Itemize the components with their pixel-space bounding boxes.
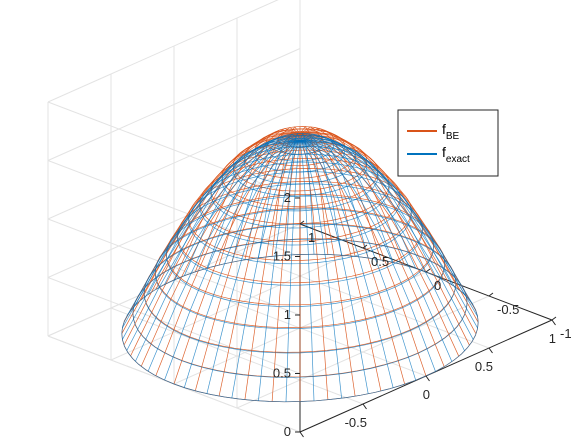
z-tick-label: 1.5 bbox=[273, 249, 291, 264]
surface-spoke bbox=[299, 138, 453, 285]
right-wall-grid-horizontal bbox=[47, 165, 301, 278]
surface-ring bbox=[210, 153, 390, 229]
surface-spoke bbox=[299, 126, 356, 257]
legend-entry-exact-name: f bbox=[442, 144, 446, 160]
y-tick-mark bbox=[299, 220, 305, 225]
legend-entry-exact: fexact bbox=[442, 144, 470, 165]
y-tick-label: -1 bbox=[560, 326, 572, 341]
y-tick-mark bbox=[362, 244, 368, 249]
x-tick-mark bbox=[551, 319, 556, 326]
surface-spoke bbox=[299, 137, 436, 277]
surface-spoke bbox=[299, 140, 417, 381]
surface-spoke bbox=[299, 127, 382, 261]
surface-spoke bbox=[121, 133, 301, 334]
legend-entry-be-subscript: BE bbox=[446, 131, 460, 142]
right-wall-grid-horizontal bbox=[47, 106, 301, 220]
y-tick-label: -0.5 bbox=[497, 302, 519, 317]
left-wall-grid-horizontal bbox=[47, 277, 301, 374]
surface-ring bbox=[188, 171, 412, 265]
surface-spoke bbox=[244, 127, 301, 260]
surface-spoke bbox=[122, 140, 301, 340]
surface-spoke bbox=[299, 140, 436, 372]
surface-spoke bbox=[299, 133, 356, 397]
surface-spoke bbox=[299, 140, 369, 394]
surface-spoke bbox=[231, 134, 301, 263]
surface-spoke bbox=[285, 140, 301, 402]
surface-spoke bbox=[299, 140, 465, 352]
legend-box bbox=[397, 109, 499, 177]
surface-spoke bbox=[299, 140, 474, 306]
surface-spoke bbox=[218, 128, 301, 266]
z-tick-label: 0 bbox=[284, 424, 291, 439]
surface-ring bbox=[166, 195, 434, 308]
y-tick-label: 0 bbox=[434, 278, 441, 293]
z-tick-label: 2 bbox=[284, 190, 291, 205]
surface-spoke bbox=[299, 133, 369, 258]
y-tick-mark bbox=[551, 316, 557, 321]
surface-ring bbox=[121, 253, 479, 403]
x-tick-mark bbox=[362, 403, 367, 410]
surface-spoke bbox=[299, 140, 453, 362]
surface-ring bbox=[132, 238, 468, 378]
surface-spoke bbox=[147, 140, 301, 372]
z-tick-label: 1 bbox=[284, 307, 291, 322]
right-wall-grid-horizontal bbox=[47, 0, 279, 103]
surface-spoke bbox=[299, 132, 460, 290]
surface-ring bbox=[154, 208, 446, 330]
surface-spoke bbox=[206, 140, 301, 394]
y-tick-label: 0.5 bbox=[371, 254, 389, 269]
surface-spoke bbox=[244, 133, 301, 400]
surface-spoke bbox=[299, 133, 329, 400]
x-tick-mark bbox=[425, 375, 430, 382]
surface-spoke bbox=[299, 133, 479, 323]
surface-spoke bbox=[299, 133, 382, 392]
surface-spoke bbox=[299, 140, 342, 399]
surface-ring bbox=[243, 137, 357, 185]
surface-spoke bbox=[258, 140, 301, 401]
surface-spoke bbox=[299, 131, 445, 281]
surface-spoke bbox=[258, 133, 301, 258]
surface-spoke bbox=[135, 140, 301, 362]
surface-spoke bbox=[299, 140, 465, 295]
surface-spoke bbox=[155, 133, 301, 376]
surface-spoke bbox=[285, 132, 301, 256]
surface-spoke bbox=[183, 140, 301, 388]
y-tick-mark bbox=[488, 292, 494, 297]
surface-spoke bbox=[299, 133, 445, 367]
surface-spoke bbox=[299, 133, 342, 256]
x-tick-label: 1 bbox=[549, 331, 556, 346]
y-tick-label: 1 bbox=[308, 230, 315, 245]
z-tick-label: 0.5 bbox=[273, 366, 291, 381]
surface-spoke bbox=[218, 133, 301, 397]
legend-entry-be-name: f bbox=[442, 121, 446, 137]
surface-spoke bbox=[299, 140, 474, 340]
x-tick-label: 0 bbox=[423, 387, 430, 402]
surface-spoke bbox=[126, 140, 301, 351]
surface-spoke bbox=[299, 140, 394, 388]
surface-spoke bbox=[135, 140, 301, 306]
x-tick-label: -0.5 bbox=[345, 415, 367, 430]
x-tick-mark bbox=[488, 347, 493, 354]
surface-spoke bbox=[122, 140, 301, 329]
surface-spoke bbox=[231, 140, 301, 399]
x-tick-mark bbox=[299, 431, 304, 438]
surface-spoke bbox=[126, 140, 301, 317]
x-tick-label: 0.5 bbox=[475, 359, 493, 374]
legend-entry-be: fBE bbox=[442, 121, 460, 142]
legend: fBE fexact bbox=[397, 109, 499, 177]
surface-ring bbox=[143, 223, 457, 354]
y-tick-mark bbox=[425, 268, 431, 273]
surface-spoke bbox=[299, 132, 315, 255]
surface-spoke bbox=[299, 135, 417, 269]
surface-ring bbox=[255, 134, 345, 173]
surface-spoke bbox=[164, 140, 301, 381]
right-wall-grid-horizontal bbox=[47, 48, 301, 161]
surface-spoke bbox=[206, 135, 301, 269]
surface-spoke bbox=[183, 137, 301, 276]
legend-entry-exact-subscript: exact bbox=[446, 154, 470, 165]
surface-exact bbox=[121, 132, 479, 403]
surface-spoke bbox=[299, 140, 315, 401]
